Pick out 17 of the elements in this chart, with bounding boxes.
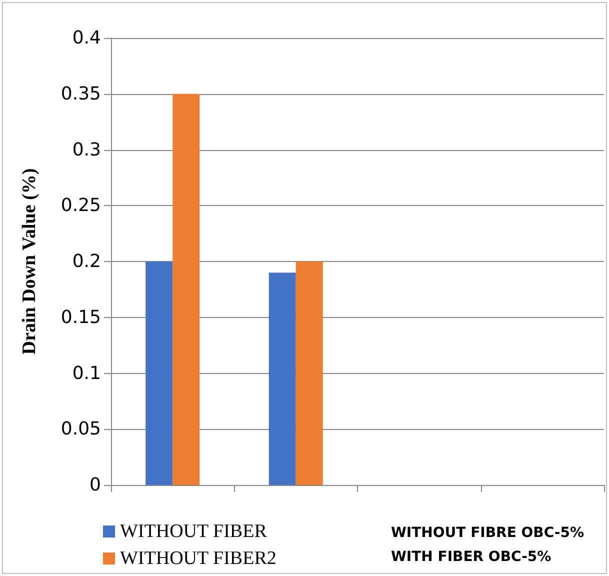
- y-tick-label: 0.1: [72, 362, 101, 384]
- bar: [268, 272, 296, 485]
- bar: [172, 94, 200, 485]
- y-tick-label: 0: [90, 474, 101, 496]
- legend-label: WITHOUT FIBER: [120, 521, 268, 542]
- y-tick-label: 0.05: [60, 418, 101, 440]
- y-tick-label: 0.15: [60, 306, 101, 328]
- legend-label: WITHOUT FIBER2: [120, 548, 276, 569]
- bar: [146, 262, 173, 485]
- y-tick-label: 0.25: [60, 195, 101, 216]
- y-tick-label: 0.35: [60, 83, 101, 104]
- bar: [296, 262, 323, 485]
- y-tick-label: 0.2: [72, 251, 101, 272]
- y-axis-title: Drain Down Value (%): [19, 168, 40, 355]
- y-tick-label: 0.3: [72, 139, 101, 160]
- text: WITHOUT FIBRE OBC-5% WITH FIBER OBC-5%: [390, 525, 584, 565]
- y-tick-label: 0.4: [72, 28, 101, 48]
